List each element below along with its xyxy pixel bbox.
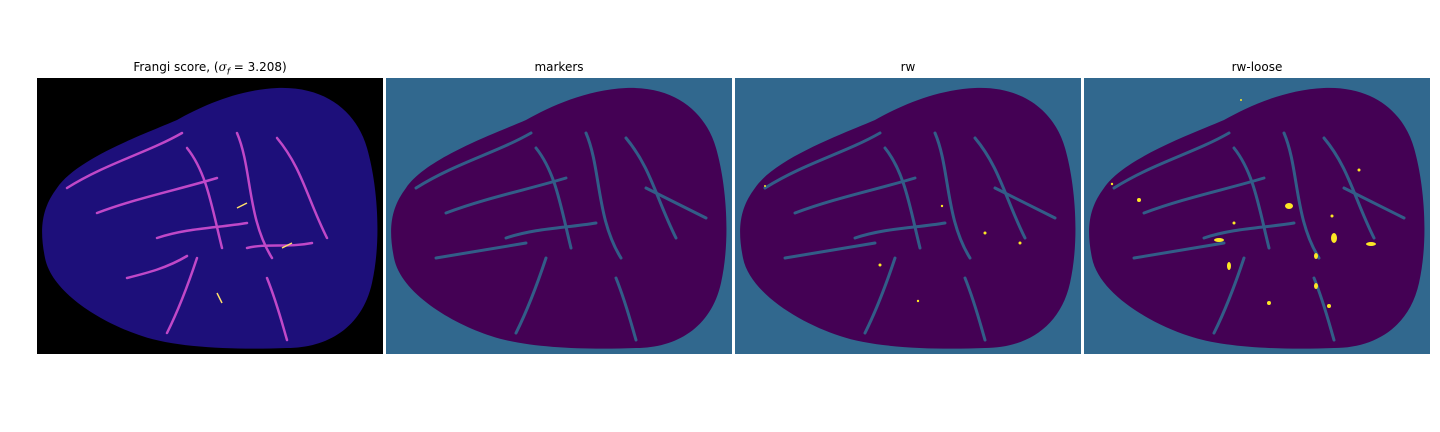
sigma-subscript: f	[226, 67, 230, 78]
rw-loose-image	[1084, 78, 1430, 354]
title-frangi: Frangi score, (σf = 3.208)	[37, 60, 383, 79]
markers-image	[386, 78, 732, 354]
tissue-region	[42, 87, 378, 349]
panel-rw	[735, 78, 1081, 354]
tissue-region	[1089, 87, 1425, 349]
rw-image	[735, 78, 1081, 354]
panel-markers	[386, 78, 732, 354]
title-rw-loose: rw-loose	[1231, 60, 1283, 74]
sigma-symbol: σ	[218, 60, 227, 74]
panel-rw-loose	[1084, 78, 1430, 354]
tissue-region	[391, 87, 727, 349]
title-frangi-prefix: Frangi score, (	[133, 60, 219, 74]
title-markers: markers	[534, 60, 584, 74]
title-rw: rw	[900, 60, 916, 74]
title-frangi-suffix: = 3.208)	[229, 60, 287, 74]
tissue-region	[740, 87, 1076, 349]
panel-frangi-score	[37, 78, 383, 354]
frangi-image	[37, 78, 383, 354]
